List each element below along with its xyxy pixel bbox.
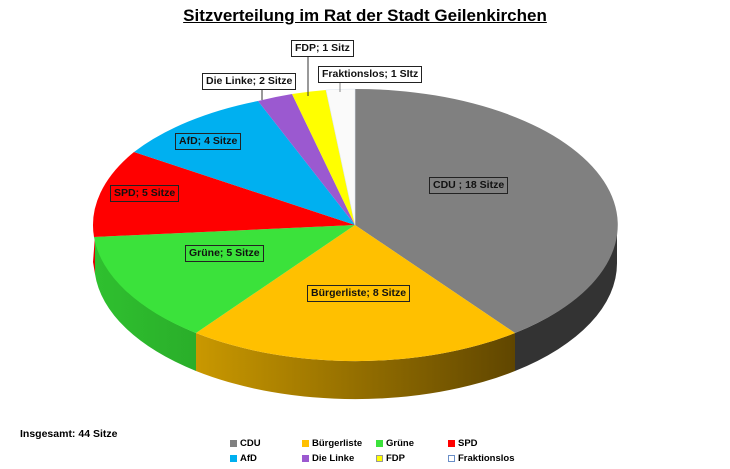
legend-item-buergerliste: Bürgerliste [302, 438, 376, 449]
data-label-fraktionslos: Fraktionslos; 1 SItz [318, 66, 423, 83]
total-seats-label: Insgesamt: 44 Sitze [20, 428, 118, 440]
chart-legend: CDU Bürgerliste Grüne SPD AfD Die Linke … [230, 438, 538, 464]
data-label-cdu: CDU ; 18 Sitze [429, 177, 509, 194]
slice-buergerliste[interactable] [196, 225, 515, 362]
slice-cdu[interactable] [355, 88, 618, 333]
slice-gruene[interactable] [94, 225, 355, 333]
data-label-afd: AfD; 4 Sitze [175, 133, 242, 150]
slice-side-cdu [515, 225, 618, 371]
slice-side-gruene [95, 236, 196, 371]
data-label-spd: SPD; 5 Sitze [110, 185, 180, 202]
data-label-buergerliste: Bürgerliste; 8 Sitze [307, 285, 411, 302]
slice-afd[interactable] [134, 101, 355, 225]
slice-spd[interactable] [92, 152, 355, 237]
legend-swatch-icon [302, 455, 309, 462]
data-label-linke: Die Linke; 2 Sitze [202, 73, 297, 90]
legend-item-linke: Die Linke [302, 453, 376, 464]
legend-swatch-icon [376, 455, 383, 462]
data-label-fdp: FDP; 1 Sitz [291, 40, 354, 57]
legend-item-fraktionslos: Fraktionslos [448, 453, 538, 464]
legend-item-fdp: FDP [376, 453, 448, 464]
legend-item-spd: SPD [448, 438, 538, 449]
legend-item-cdu: CDU [230, 438, 302, 449]
data-label-gruene: Grüne; 5 Sitze [185, 245, 264, 262]
slice-side-spd [93, 236, 95, 274]
legend-swatch-icon [448, 440, 455, 447]
legend-swatch-icon [230, 440, 237, 447]
legend-swatch-icon [376, 440, 383, 447]
legend-item-afd: AfD [230, 453, 302, 464]
chart-title: Sitzverteilung im Rat der Stadt Geilenki… [183, 6, 547, 25]
legend-swatch-icon [230, 455, 237, 462]
slice-fdp[interactable] [292, 90, 355, 225]
slice-linke[interactable] [258, 94, 355, 225]
legend-item-gruene: Grüne [376, 438, 448, 449]
slice-side-buergerliste [196, 333, 515, 400]
legend-swatch-icon [448, 455, 455, 462]
legend-swatch-icon [302, 440, 309, 447]
